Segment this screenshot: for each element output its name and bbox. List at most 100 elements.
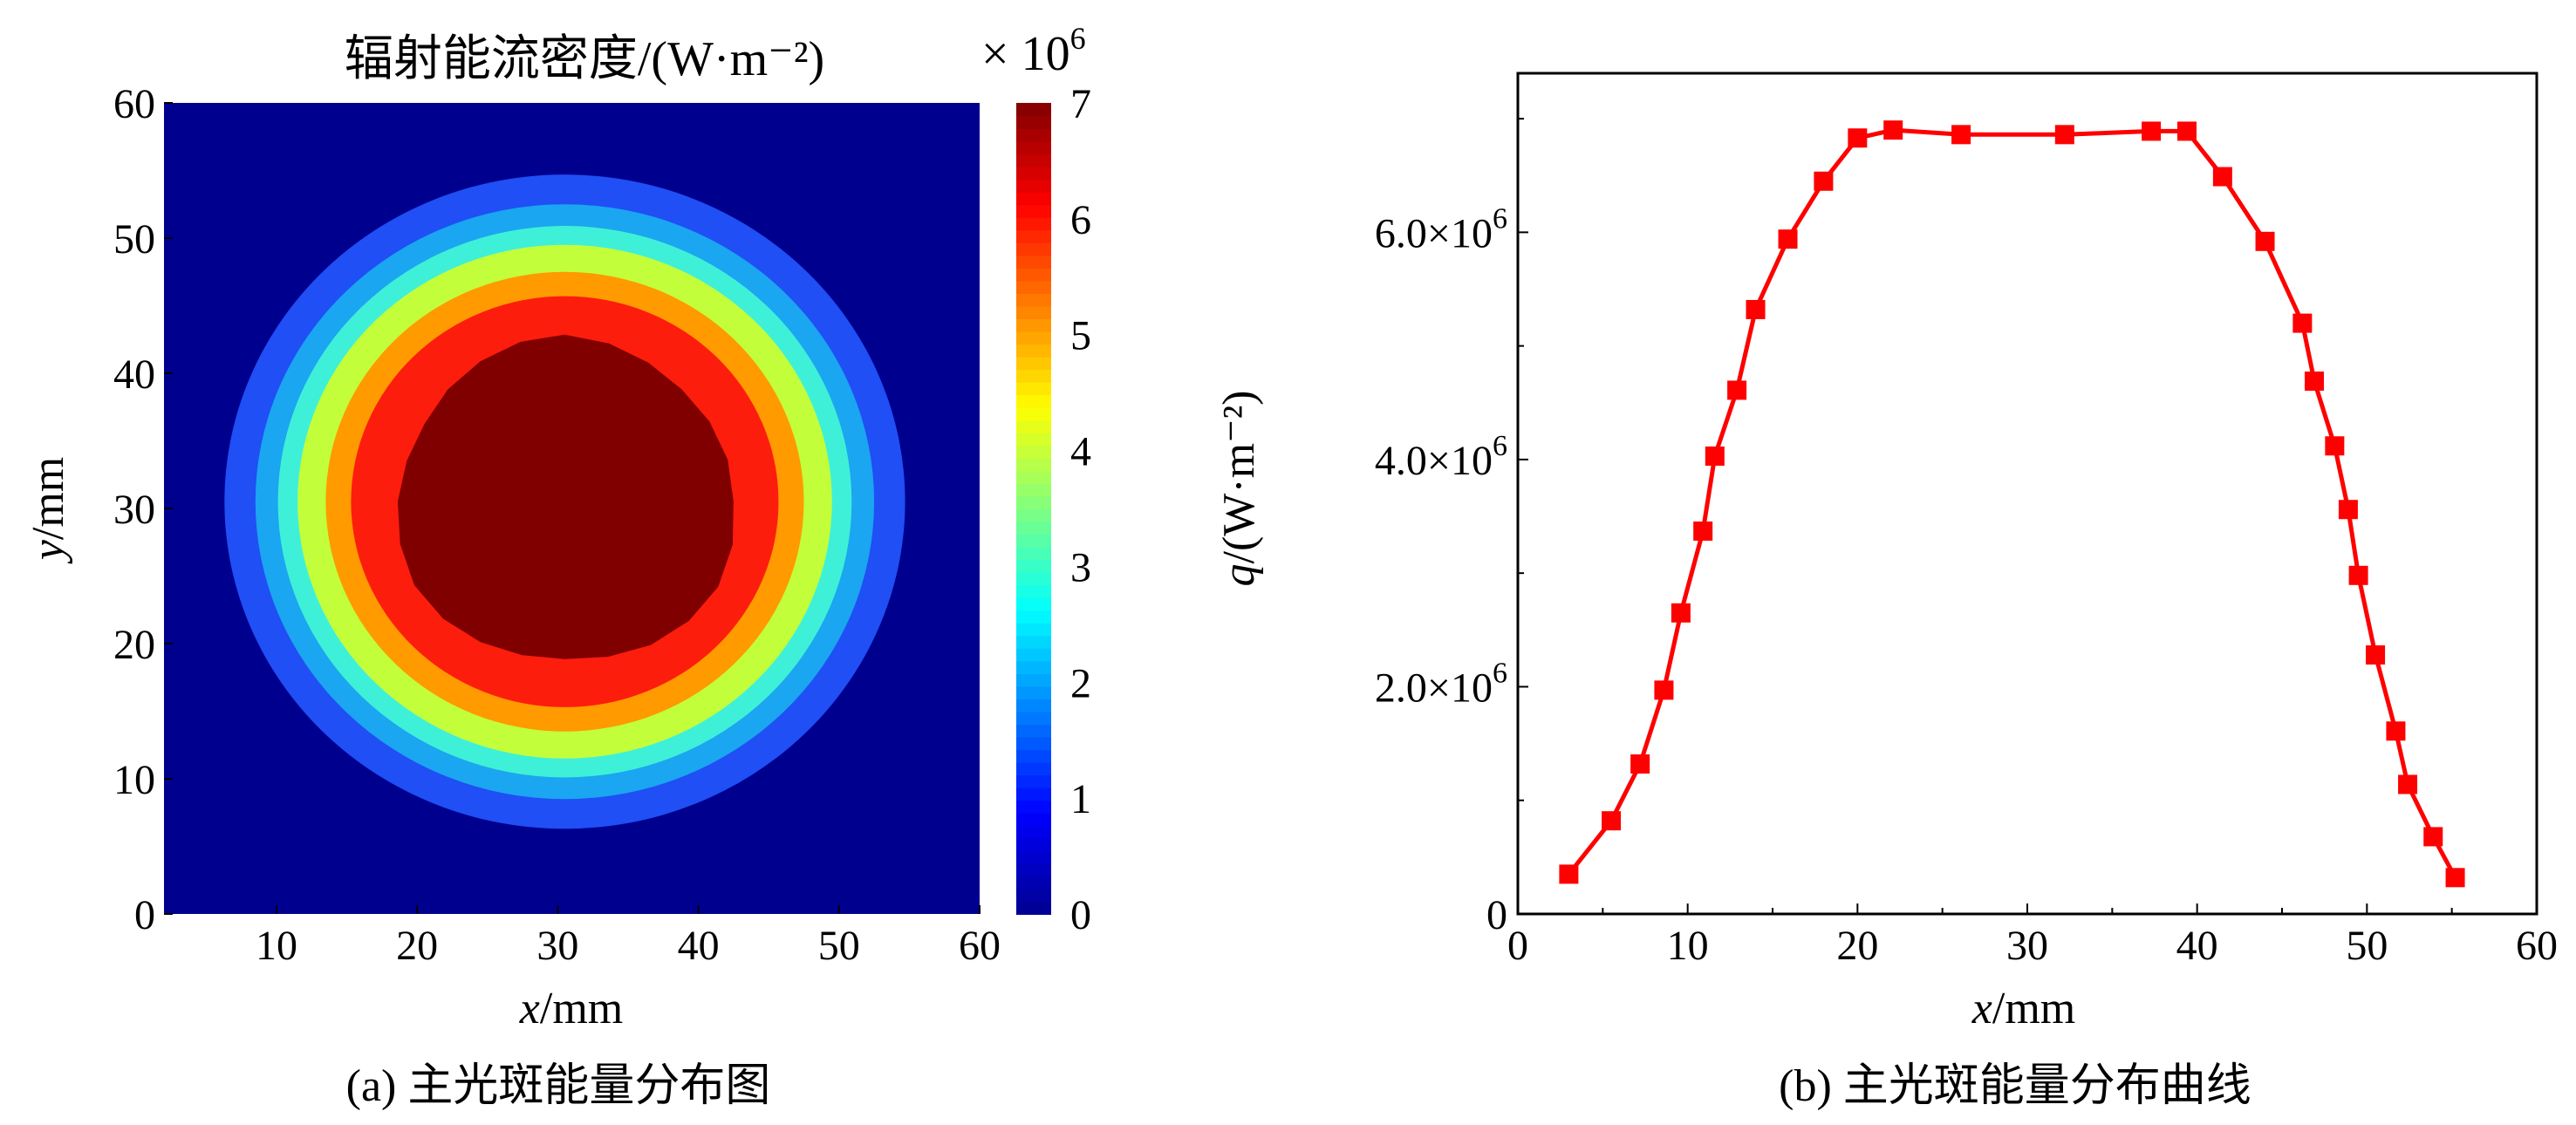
heatmap-caption: (a) 主光斑能量分布图 xyxy=(346,1061,771,1111)
line-y-tick-label: 2.0×106 xyxy=(1375,657,1507,711)
colorbar-segment xyxy=(1016,229,1051,243)
heatmap-y-tick-label: 0 xyxy=(134,892,155,938)
heatmap-x-tick-label: 40 xyxy=(678,923,720,969)
colorbar-tick-label: 4 xyxy=(1070,429,1091,475)
series-point xyxy=(1705,447,1725,467)
colorbar-segment xyxy=(1016,432,1051,447)
colorbar-tick-label: 6 xyxy=(1070,197,1091,243)
heatmap-x-axis-unit: /mm xyxy=(540,984,623,1033)
series-point xyxy=(2386,721,2406,741)
colorbar-segment xyxy=(1016,495,1051,509)
colorbar-segment xyxy=(1016,546,1051,561)
line-x-axis-unit: /mm xyxy=(1992,984,2075,1033)
colorbar-tick-label: 2 xyxy=(1070,660,1091,706)
heatmap-y-tick-label: 40 xyxy=(113,351,155,398)
colorbar-segment xyxy=(1016,622,1051,637)
series-point xyxy=(2255,231,2275,251)
colorbar-segment xyxy=(1016,191,1051,206)
colorbar-segment xyxy=(1016,255,1051,269)
colorbar-segment xyxy=(1016,660,1051,674)
series-point xyxy=(2398,774,2418,794)
colorbar-segment xyxy=(1016,179,1051,193)
heatmap-y-tick-label: 60 xyxy=(113,81,155,127)
colorbar-segment xyxy=(1016,800,1051,814)
colorbar-segment xyxy=(1016,305,1051,320)
colorbar-segment xyxy=(1016,140,1051,155)
colorbar-multiplier-text: × 10 xyxy=(981,27,1070,81)
heatmap-y-axis-var: y xyxy=(24,539,73,564)
series-point xyxy=(1559,864,1579,884)
series-point xyxy=(1814,171,1834,191)
series-point xyxy=(1602,811,1622,831)
colorbar-segment xyxy=(1016,876,1051,890)
colorbar-segment xyxy=(1016,597,1051,611)
heatmap-panel: 辐射能流密度/(W·m⁻²) × 106 10 20 30 40 50 60 010203… xyxy=(24,21,1091,1111)
line-y-axis-var: q xyxy=(1214,563,1264,586)
colorbar-segment xyxy=(1016,166,1051,181)
colorbar-segment xyxy=(1016,128,1051,142)
heatmap-x-tick-label: 10 xyxy=(256,923,297,969)
colorbar-segment xyxy=(1016,850,1051,864)
line-x-tick-label: 60 xyxy=(2516,923,2558,969)
colorbar-segment xyxy=(1016,698,1051,712)
series-point xyxy=(2176,121,2197,141)
heatmap-x-ticks: 10 20 30 40 50 60 xyxy=(256,905,1001,969)
series-point xyxy=(1951,125,1971,145)
colorbar-segment xyxy=(1016,736,1051,751)
colorbar-segment xyxy=(1016,584,1051,598)
colorbar-segment xyxy=(1016,419,1051,433)
colorbar-segment xyxy=(1016,406,1051,421)
line-x-tick-label: 50 xyxy=(2346,923,2388,969)
colorbar-segment xyxy=(1016,457,1051,472)
heatmap-y-tick-label: 20 xyxy=(113,622,155,668)
colorbar-segment xyxy=(1016,318,1051,332)
series-point xyxy=(2348,565,2368,585)
colorbar-segment xyxy=(1016,482,1051,497)
line-x-tick-label: 10 xyxy=(1667,923,1709,969)
heatmap-x-tick-label: 30 xyxy=(536,923,578,969)
colorbar-segment xyxy=(1016,685,1051,699)
colorbar-segment xyxy=(1016,534,1051,548)
colorbar-segment xyxy=(1016,862,1051,877)
series-point xyxy=(2445,868,2465,888)
line-y-tick-label: 0 xyxy=(1486,892,1507,938)
colorbar-segment xyxy=(1016,610,1051,624)
series-point xyxy=(2292,313,2313,333)
series-point xyxy=(1727,380,1747,400)
colorbar-segment xyxy=(1016,711,1051,726)
colorbar-segment xyxy=(1016,761,1051,776)
colorbar-segment xyxy=(1016,242,1051,256)
colorbar-tick-label: 1 xyxy=(1070,776,1091,822)
heatmap-y-ticks: 0 10 20 30 40 50 60 xyxy=(113,81,173,938)
colorbar-segment xyxy=(1016,344,1051,358)
heatmap-title: 辐射能流密度/(W·m⁻²) xyxy=(345,32,824,86)
series-point xyxy=(1671,603,1691,623)
colorbar-tick-label: 5 xyxy=(1070,313,1091,359)
colorbar-tick-label: 0 xyxy=(1070,892,1091,938)
colorbar-segment xyxy=(1016,635,1051,649)
line-x-tick-label: 0 xyxy=(1507,923,1528,969)
line-chart-panel: 0 10 20 30 40 50 60 0 2.0×106 4.0×106 6.0×106 x/m… xyxy=(1214,72,2558,1111)
colorbar-segment xyxy=(1016,356,1051,371)
colorbar-segment xyxy=(1016,216,1051,231)
heatmap-x-axis-label: x/mm xyxy=(519,984,623,1033)
colorbar-segment xyxy=(1016,774,1051,788)
colorbar-segment xyxy=(1016,647,1051,662)
heatmap-x-tick-label: 60 xyxy=(959,923,1001,969)
colorbar-segment xyxy=(1016,901,1051,915)
colorbar-segment xyxy=(1016,369,1051,383)
line-x-axis-var: x xyxy=(1971,984,1992,1033)
series-point xyxy=(1654,680,1674,700)
colorbar-segment xyxy=(1016,115,1051,130)
colorbar-segment xyxy=(1016,394,1051,408)
series-point xyxy=(2054,125,2074,145)
series-line xyxy=(1567,127,2457,879)
colorbar-segment xyxy=(1016,812,1051,827)
colorbar-segment xyxy=(1016,508,1051,522)
line-series xyxy=(1559,120,2465,888)
line-caption: (b) 主光斑能量分布曲线 xyxy=(1779,1061,2251,1111)
heatmap-plot-area xyxy=(164,103,980,914)
line-x-axis-label: x/mm xyxy=(1971,984,2075,1033)
colorbar-segment xyxy=(1016,445,1051,459)
colorbar-segment xyxy=(1016,153,1051,167)
